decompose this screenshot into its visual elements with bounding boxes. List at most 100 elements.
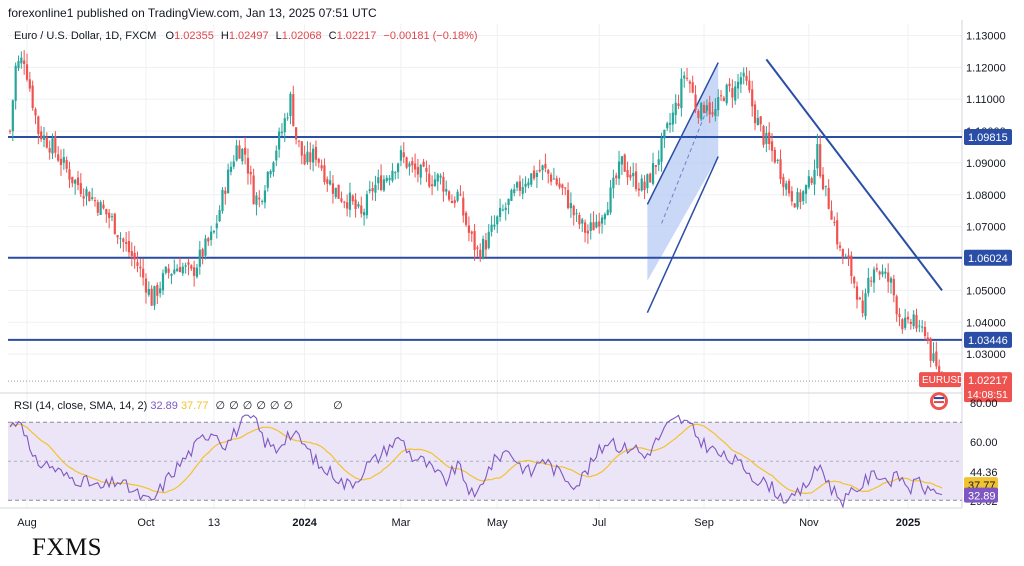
candle-body bbox=[504, 207, 507, 211]
candle-body bbox=[646, 174, 649, 189]
candle-body bbox=[238, 145, 241, 159]
rsi-badge bbox=[964, 487, 998, 503]
candle-body bbox=[306, 151, 309, 163]
candle-body bbox=[768, 132, 771, 145]
candle-body bbox=[651, 163, 655, 184]
candle-body bbox=[45, 137, 48, 148]
candle-body bbox=[312, 148, 315, 163]
candle-body bbox=[544, 163, 547, 169]
price-tick-label: 1.08000 bbox=[966, 190, 1006, 202]
symbol-line: Euro / U.S. Dollar, 1D, FXCM bbox=[14, 30, 157, 42]
candle-body bbox=[858, 297, 861, 300]
candle-body bbox=[207, 238, 210, 242]
candle-body bbox=[380, 175, 383, 190]
candle-body bbox=[122, 238, 125, 243]
candle-body bbox=[227, 169, 230, 194]
candle-body bbox=[887, 272, 890, 282]
na-glyph: ∅ bbox=[333, 400, 343, 412]
candle-body bbox=[229, 166, 233, 172]
candle-body bbox=[663, 129, 666, 139]
candle-body bbox=[711, 112, 714, 115]
candle-body bbox=[195, 267, 199, 277]
candle-body bbox=[674, 102, 677, 116]
time-tick-label: Oct bbox=[137, 517, 154, 529]
candle-body bbox=[150, 288, 153, 306]
rsi-tick-label: 60.00 bbox=[970, 437, 998, 449]
candle-body bbox=[82, 196, 85, 199]
candle-body bbox=[272, 162, 275, 173]
candle-body bbox=[371, 188, 374, 192]
candle-body bbox=[295, 127, 298, 140]
candle-body bbox=[748, 80, 751, 91]
candle-body bbox=[8, 130, 12, 132]
candle-body bbox=[884, 271, 887, 274]
candle-body bbox=[634, 171, 638, 190]
candle-body bbox=[269, 170, 272, 175]
candle-body bbox=[847, 255, 850, 259]
candle-body bbox=[215, 223, 218, 229]
candle-body bbox=[589, 222, 592, 231]
candle-body bbox=[110, 216, 114, 218]
candle-body bbox=[439, 175, 442, 178]
candle-body bbox=[57, 154, 60, 161]
candle-body bbox=[411, 161, 414, 166]
candle-body bbox=[261, 200, 264, 202]
candle-body bbox=[391, 170, 394, 181]
candle-body bbox=[501, 209, 505, 211]
candle-body bbox=[824, 185, 827, 187]
candle-body bbox=[139, 266, 142, 269]
candle-body bbox=[309, 152, 312, 162]
candle-body bbox=[244, 147, 247, 155]
candle-body bbox=[759, 116, 762, 125]
candle-body bbox=[14, 65, 17, 101]
rsi-line bbox=[9, 414, 943, 509]
candle-body bbox=[246, 157, 250, 174]
candle-body bbox=[99, 201, 102, 216]
candle-body bbox=[530, 173, 533, 185]
candle-body bbox=[190, 265, 193, 269]
candle-body bbox=[702, 104, 706, 113]
price-tick-label: 1.11000 bbox=[966, 94, 1005, 106]
rsi-sma-line bbox=[9, 423, 943, 495]
price-tick-label: 1.07000 bbox=[966, 222, 1006, 234]
candle-body bbox=[564, 187, 567, 189]
candle-body bbox=[929, 338, 932, 361]
rsi-badge-label: 32.89 bbox=[968, 491, 996, 503]
candle-body bbox=[496, 216, 499, 225]
candle-body bbox=[654, 165, 657, 167]
candle-body bbox=[623, 154, 626, 172]
candle-body bbox=[413, 163, 417, 170]
candle-body bbox=[365, 194, 369, 216]
candle-body bbox=[289, 93, 292, 117]
candle-body bbox=[323, 165, 326, 182]
candle-body bbox=[430, 184, 434, 187]
candle-body bbox=[753, 104, 757, 124]
candle-body bbox=[736, 81, 740, 89]
na-glyph: ∅ bbox=[242, 400, 253, 412]
candle-body bbox=[402, 152, 405, 158]
candle-body bbox=[583, 222, 587, 233]
candle-body bbox=[697, 110, 700, 118]
candle-body bbox=[810, 178, 813, 184]
candle-body bbox=[232, 161, 235, 167]
candle-body bbox=[442, 176, 445, 192]
candle-body bbox=[20, 57, 23, 64]
candle-body bbox=[912, 314, 915, 327]
level-badge bbox=[964, 331, 1012, 348]
candle-body bbox=[198, 249, 201, 267]
rsi-legend-sma-value: 37.77 bbox=[180, 400, 209, 412]
candle-body bbox=[875, 268, 878, 270]
candle-body bbox=[700, 102, 703, 120]
candle-body bbox=[558, 183, 561, 188]
candle-body bbox=[453, 200, 456, 204]
candle-body bbox=[765, 132, 768, 144]
candle-body bbox=[436, 174, 439, 182]
candle-body bbox=[108, 212, 111, 219]
candle-body bbox=[668, 122, 672, 125]
candle-body bbox=[938, 366, 941, 377]
candle-body bbox=[671, 112, 674, 125]
candle-body bbox=[813, 169, 816, 185]
candle-body bbox=[510, 189, 513, 201]
candle-body bbox=[541, 165, 544, 171]
